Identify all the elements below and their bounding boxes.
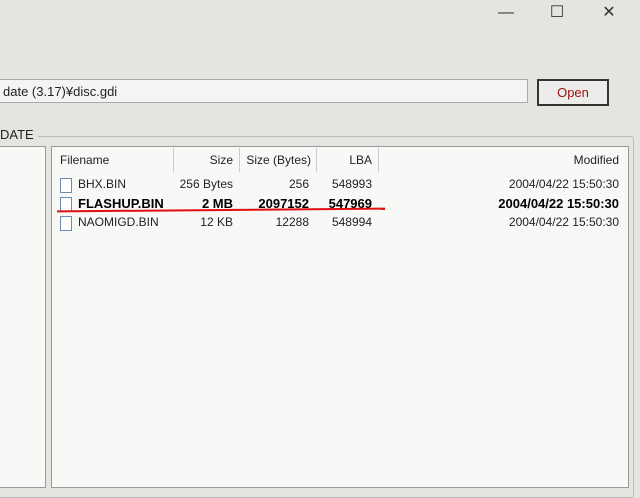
column-separator[interactable] bbox=[173, 148, 174, 172]
column-header-lba[interactable]: LBA bbox=[349, 153, 372, 167]
path-input[interactable]: date (3.17)¥disc.gdi bbox=[0, 79, 528, 103]
row-size[interactable]: 12 KB bbox=[200, 215, 233, 229]
column-separator[interactable] bbox=[239, 148, 240, 172]
row-size-bytes[interactable]: 256 bbox=[288, 177, 309, 191]
column-separator[interactable] bbox=[316, 148, 317, 172]
row-modified[interactable]: 2004/04/22 15:50:30 bbox=[508, 177, 619, 191]
open-button[interactable]: Open bbox=[537, 79, 609, 106]
row-filename[interactable]: FLASHUP.BIN bbox=[78, 196, 164, 211]
group-label: DATE bbox=[0, 127, 38, 142]
row-modified[interactable]: 2004/04/22 15:50:30 bbox=[508, 215, 619, 229]
file-list[interactable] bbox=[51, 146, 629, 488]
column-header-size[interactable]: Size bbox=[209, 153, 233, 167]
column-header-filename[interactable]: Filename bbox=[60, 153, 110, 167]
column-header-size-bytes[interactable]: Size (Bytes) bbox=[246, 153, 311, 167]
minimize-button[interactable]: — bbox=[498, 4, 514, 21]
row-lba[interactable]: 548993 bbox=[331, 177, 372, 191]
column-header-modified[interactable]: Modified bbox=[573, 153, 619, 167]
row-size[interactable]: 2 MB bbox=[201, 196, 233, 211]
row-lba[interactable]: 548994 bbox=[331, 215, 372, 229]
left-pane[interactable] bbox=[0, 146, 46, 488]
close-button[interactable]: ✕ bbox=[602, 4, 616, 21]
row-size[interactable]: 256 Bytes bbox=[179, 177, 233, 191]
row-filename[interactable]: NAOMIGD.BIN bbox=[78, 215, 159, 229]
row-size-bytes[interactable]: 12288 bbox=[275, 215, 309, 229]
row-size-bytes[interactable]: 2097152 bbox=[258, 196, 309, 211]
file-icon[interactable] bbox=[60, 216, 72, 231]
row-filename[interactable]: BHX.BIN bbox=[78, 177, 127, 191]
row-lba[interactable]: 547969 bbox=[328, 196, 372, 211]
maximize-button[interactable]: ☐ bbox=[549, 4, 565, 21]
column-separator[interactable] bbox=[378, 148, 379, 172]
row-modified[interactable]: 2004/04/22 15:50:30 bbox=[498, 196, 619, 211]
file-icon[interactable] bbox=[60, 178, 72, 193]
